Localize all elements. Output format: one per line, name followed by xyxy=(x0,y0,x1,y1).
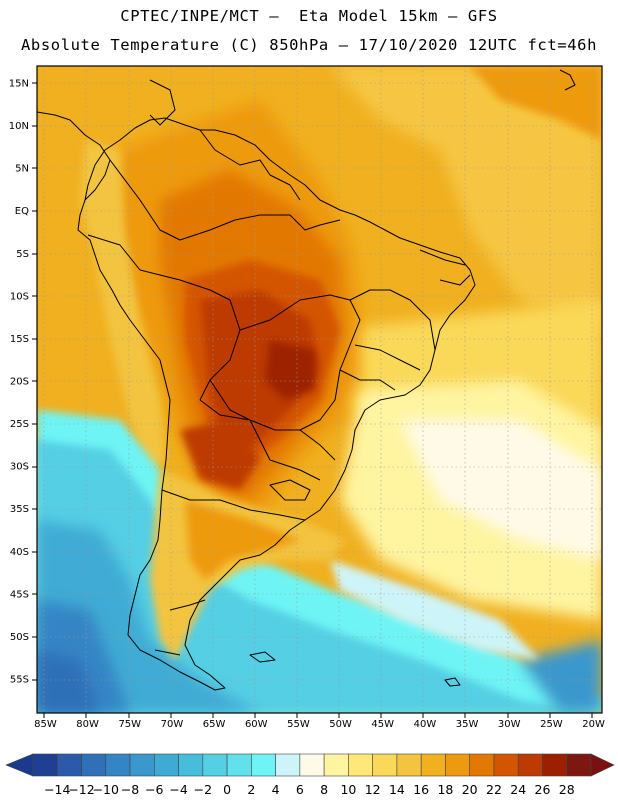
colorbar-swatch xyxy=(275,753,301,777)
colorbar-swatch xyxy=(372,753,398,777)
colorbar-under-arrow xyxy=(5,753,34,777)
lat-tick-label: 15S xyxy=(10,334,29,345)
colorbar-label: 24 xyxy=(510,782,526,797)
axis-ticks xyxy=(32,82,593,718)
lon-tick-label: 75W xyxy=(118,719,141,730)
colorbar-label: 28 xyxy=(559,782,575,797)
lat-tick-label: 5N xyxy=(15,164,29,175)
lon-tick-label: 50W xyxy=(329,719,352,730)
colorbar-swatch xyxy=(129,753,155,777)
colorbar-label: −6 xyxy=(145,782,163,797)
colorbar-label: 26 xyxy=(535,782,551,797)
map-title-line-2: Absolute Temperature (C) 850hPa – 17/10/… xyxy=(20,36,598,54)
colorbar-label: 20 xyxy=(462,782,478,797)
map-title-line-1: CPTEC/INPE/MCT – Eta Model 15km – GFS xyxy=(120,7,498,25)
colorbar-swatch xyxy=(542,753,568,777)
lat-tick-label: 10S xyxy=(10,291,29,302)
colorbar-label: −14 xyxy=(44,782,70,797)
lon-tick-label: 55W xyxy=(287,719,310,730)
lon-tick-label: 70W xyxy=(161,719,184,730)
colorbar-label: 2 xyxy=(247,782,255,797)
colorbar-swatch xyxy=(32,753,58,777)
colorbar-label: 4 xyxy=(272,782,280,797)
lon-tick-label: 45W xyxy=(371,719,394,730)
colorbar-label: 6 xyxy=(296,782,304,797)
lon-tick-label: 40W xyxy=(414,719,437,730)
lon-tick-label: 80W xyxy=(76,719,99,730)
colorbar-swatch xyxy=(226,753,252,777)
colorbar-swatch xyxy=(566,753,592,777)
lon-tick-label: 35W xyxy=(456,719,479,730)
lon-tick-label: 65W xyxy=(203,719,226,730)
colorbar-label: 18 xyxy=(437,782,453,797)
lat-tick-label: 5S xyxy=(16,249,29,260)
lat-tick-label: EQ xyxy=(15,206,29,217)
lat-tick-label: 30S xyxy=(10,462,29,473)
colorbar-label: 16 xyxy=(413,782,429,797)
colorbar-swatch xyxy=(178,753,204,777)
colorbar-swatch xyxy=(517,753,543,777)
colorbar-swatch xyxy=(323,753,349,777)
lat-tick-label: 40S xyxy=(10,547,29,558)
colorbar-label: 8 xyxy=(320,782,328,797)
colorbar-label: −2 xyxy=(194,782,212,797)
lat-tick-label: 10N xyxy=(9,121,29,132)
colorbar-swatch xyxy=(420,753,446,777)
lat-tick-label: 20S xyxy=(10,376,29,387)
lon-tick-label: 60W xyxy=(245,719,268,730)
colorbar-swatch xyxy=(202,753,228,777)
coastlines-and-borders xyxy=(37,69,576,691)
colorbar-label: −10 xyxy=(93,782,119,797)
colorbar-swatch xyxy=(105,753,131,777)
lat-tick-label: 45S xyxy=(10,589,29,600)
lat-tick-label: 25S xyxy=(10,419,29,430)
longitude-labels: 85W 80W 75W 70W 65W 60W 55W 50W 45W 40W 35W 30W 25W 2… xyxy=(34,719,605,730)
colorbar-label: 10 xyxy=(340,782,356,797)
colorbar-swatch xyxy=(81,753,107,777)
colorbar-swatch xyxy=(445,753,470,777)
colorbar-swatch xyxy=(154,753,179,777)
latitude-labels: 15N 10N 5N EQ 5S 10S 15S 20S 25S 30S 35S 40S 45S 50S 5… xyxy=(9,79,29,686)
lat-tick-label: 35S xyxy=(10,504,29,515)
lat-tick-label: 15N xyxy=(9,79,29,90)
colorbar: −14−12−10 −8 −6 −4 −2 0 2 4 6 8 10 12 14 16 18 20 22 24 26… xyxy=(5,753,615,797)
colorbar-label: 22 xyxy=(486,782,502,797)
colorbar-swatch xyxy=(251,753,276,777)
temperature-field xyxy=(37,66,602,713)
temperature-map[interactable]: 15N 10N 5N EQ 5S 10S 15S 20S 25S 30S 35S 40S 45S 50S 5… xyxy=(0,0,618,748)
colorbar-swatch xyxy=(56,753,82,777)
colorbar-over-arrow xyxy=(590,753,615,777)
colorbar-swatch xyxy=(299,753,325,777)
lon-tick-label: 30W xyxy=(498,719,521,730)
colorbar-label: −4 xyxy=(169,782,187,797)
colorbar-swatch xyxy=(348,753,373,777)
colorbar-label: 0 xyxy=(223,782,231,797)
lon-tick-label: 85W xyxy=(34,719,57,730)
colorbar-swatch xyxy=(396,753,422,777)
lat-tick-label: 50S xyxy=(10,632,29,643)
colorbar-label: 12 xyxy=(365,782,381,797)
colorbar-label: 14 xyxy=(389,782,405,797)
lat-tick-label: 55S xyxy=(10,674,29,685)
colorbar-swatch xyxy=(469,753,495,777)
lon-tick-label: 25W xyxy=(540,719,563,730)
lon-tick-label: 20W xyxy=(582,719,605,730)
map-frame xyxy=(36,65,603,714)
colorbar-label: −8 xyxy=(121,782,139,797)
colorbar-label: −12 xyxy=(68,782,94,797)
colorbar-swatch xyxy=(493,753,519,777)
